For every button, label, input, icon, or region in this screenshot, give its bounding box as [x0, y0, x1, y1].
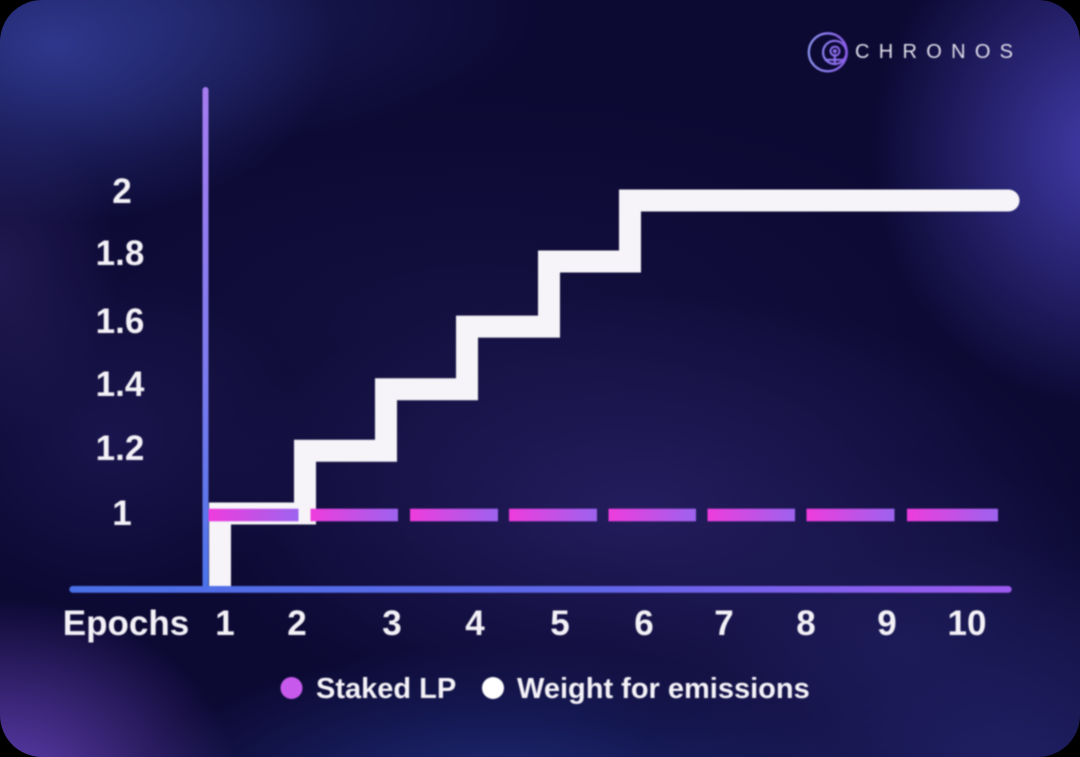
svg-text:4: 4	[465, 604, 485, 643]
svg-text:5: 5	[550, 604, 569, 643]
svg-text:2: 2	[112, 172, 131, 211]
svg-text:CHRONOS: CHRONOS	[855, 41, 1022, 63]
svg-text:1.6: 1.6	[96, 302, 145, 341]
svg-text:1: 1	[112, 494, 131, 533]
svg-text:1: 1	[215, 604, 234, 643]
svg-text:7: 7	[714, 604, 733, 643]
svg-text:10: 10	[948, 604, 987, 643]
svg-text:Staked LP: Staked LP	[316, 673, 456, 705]
svg-text:1.2: 1.2	[96, 429, 145, 468]
svg-text:8: 8	[796, 604, 815, 643]
svg-text:6: 6	[634, 604, 653, 643]
svg-text:2: 2	[287, 604, 306, 643]
svg-text:1.4: 1.4	[96, 365, 145, 404]
svg-text:9: 9	[877, 604, 896, 643]
svg-text:Epochs: Epochs	[63, 604, 189, 643]
svg-text:Weight for emissions: Weight for emissions	[517, 673, 810, 705]
svg-text:1.8: 1.8	[96, 234, 145, 273]
svg-text:3: 3	[382, 604, 401, 643]
